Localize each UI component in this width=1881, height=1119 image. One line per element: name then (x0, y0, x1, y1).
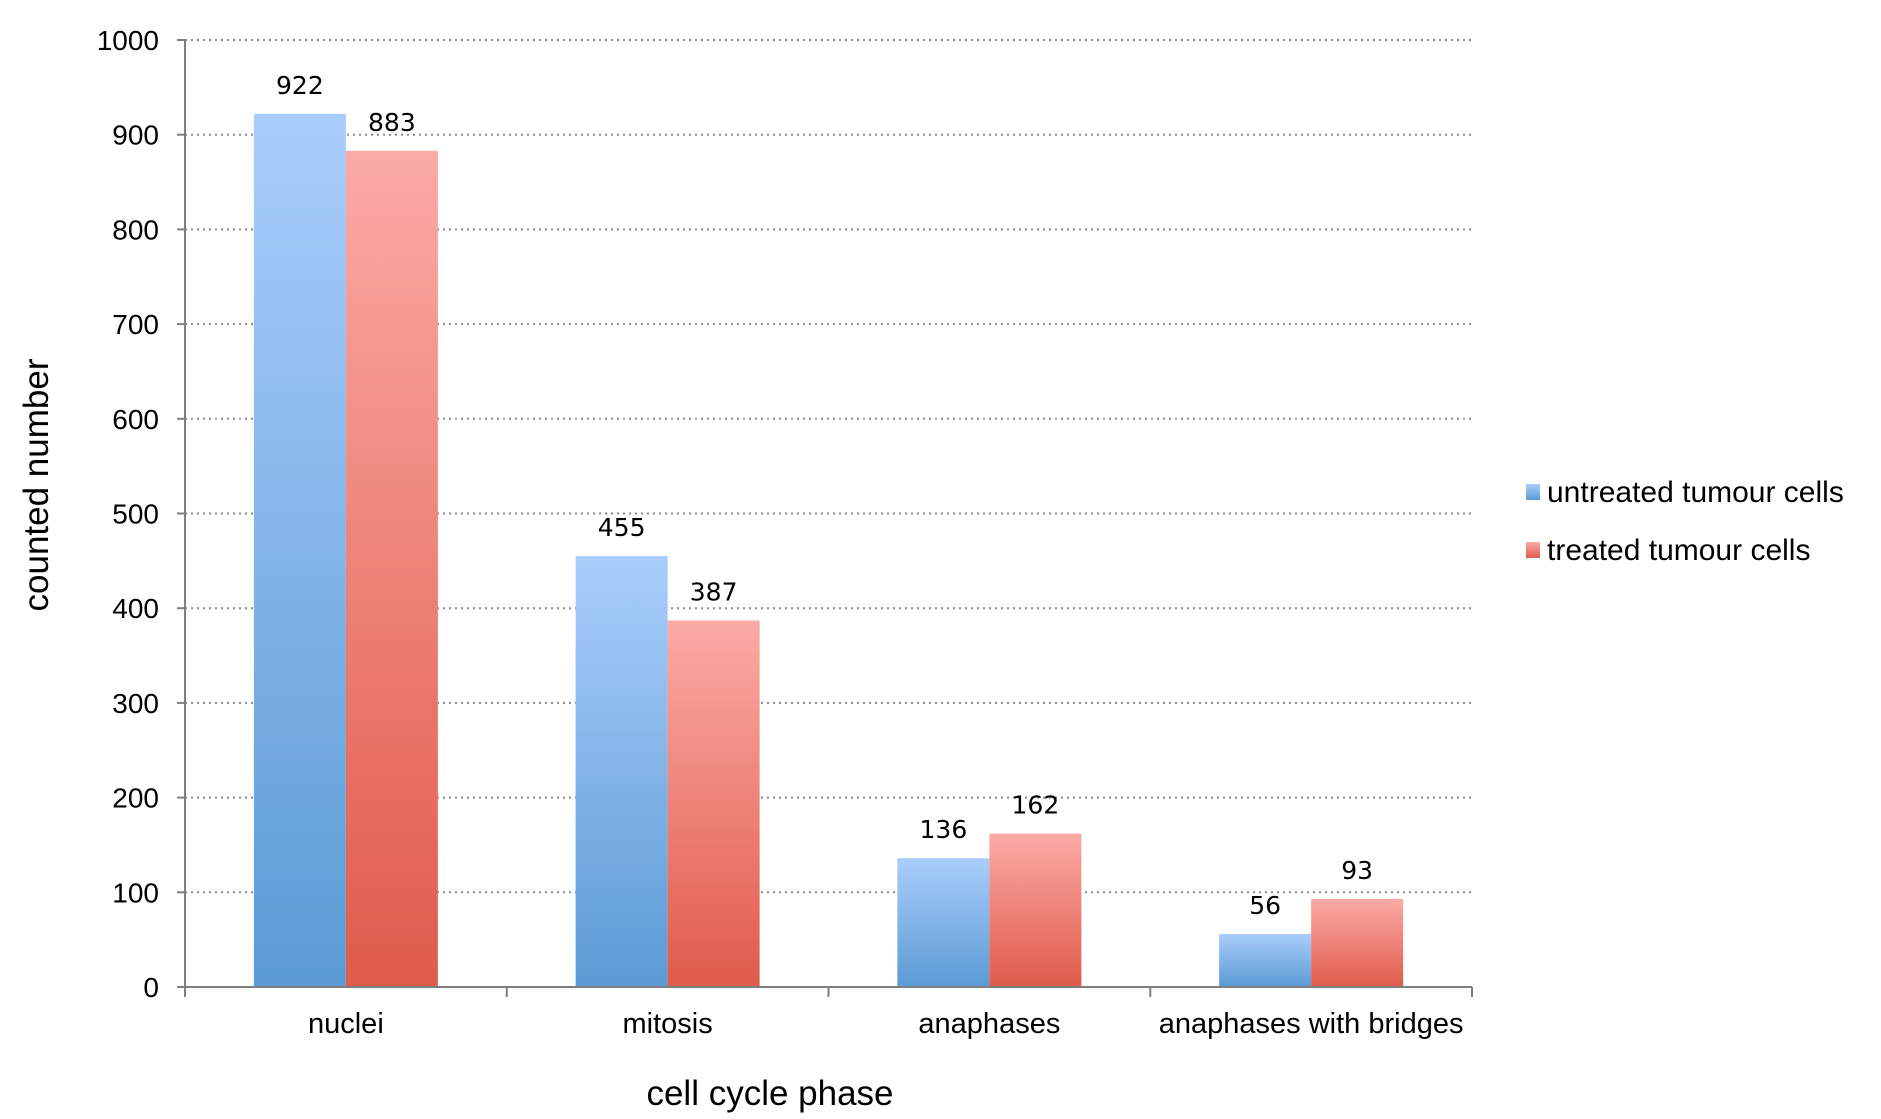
x-category-label: nuclei (308, 1008, 384, 1040)
y-tick-label: 1000 (97, 25, 159, 56)
bar (667, 620, 760, 987)
axes (177, 39, 1473, 997)
y-tick-label: 700 (112, 309, 159, 340)
data-label: 387 (690, 578, 738, 607)
data-label: 883 (368, 108, 416, 137)
bar (345, 150, 438, 987)
data-label: 93 (1341, 856, 1373, 885)
y-tick-label: 800 (112, 214, 159, 245)
x-category-label: anaphases with bridges (1159, 1008, 1464, 1040)
bar (1311, 898, 1404, 987)
legend-swatch (1526, 542, 1540, 558)
data-label: 56 (1249, 891, 1281, 920)
y-tick-label: 400 (112, 593, 159, 624)
bar (897, 858, 990, 987)
legend-swatch (1526, 484, 1540, 500)
y-tick-label: 0 (143, 972, 159, 1003)
data-label: 455 (598, 513, 646, 542)
y-tick-label: 300 (112, 688, 159, 719)
bar (253, 113, 346, 988)
y-tick-labels: 0 100 200 300 400 500 600 700 800 900 1000 (97, 25, 159, 1003)
gridlines (185, 39, 1472, 894)
x-category-label: mitosis (623, 1008, 713, 1040)
legend-label: untreated tumour cells (1547, 476, 1844, 509)
y-tick-label: 900 (112, 120, 159, 151)
x-axis-title: cell cycle phase (646, 1074, 893, 1113)
data-label: 162 (1012, 791, 1060, 820)
legend-label: treated tumour cells (1547, 534, 1810, 567)
y-tick-label: 500 (112, 499, 159, 530)
legend: untreated tumour cells treated tumour cel… (1526, 476, 1844, 567)
data-labels: 922 883 455 387 136 162 56 93 (276, 71, 1373, 920)
bars (253, 113, 1404, 988)
data-label: 922 (276, 71, 324, 100)
y-tick-label: 600 (112, 404, 159, 435)
bar (989, 833, 1082, 987)
bar (1219, 933, 1312, 987)
bar (575, 556, 668, 987)
x-category-labels: nuclei mitosis anaphases anaphases with bri… (308, 1008, 1463, 1040)
y-tick-label: 200 (112, 783, 159, 814)
y-axis-title: counted number (17, 358, 56, 611)
x-category-label: anaphases (918, 1008, 1060, 1040)
y-tick-label: 100 (112, 877, 159, 908)
data-label: 136 (920, 815, 968, 844)
